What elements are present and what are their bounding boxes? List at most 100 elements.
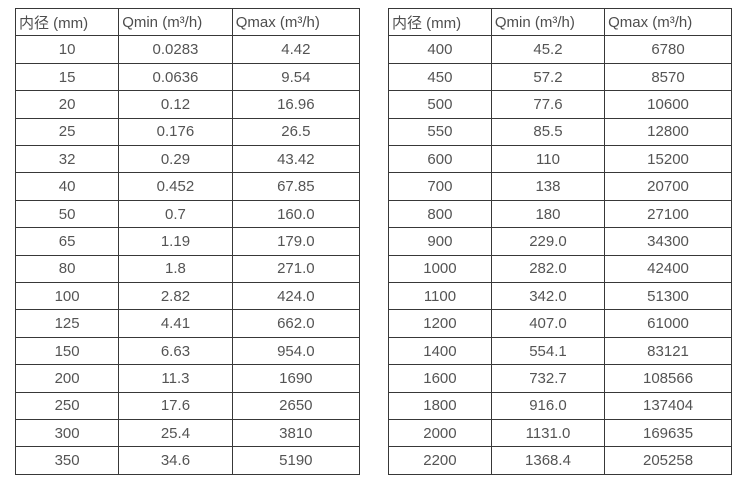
header-cell: Qmin (m³/h) <box>118 7 233 37</box>
table-row: 1100 342.0 51300 <box>388 282 732 311</box>
table-cell: 8570 <box>604 62 732 92</box>
table-cell: 32 <box>14 145 120 174</box>
table-cell: 40 <box>14 172 120 201</box>
table-cell: 77.6 <box>490 90 606 119</box>
table-row: 700 138 20700 <box>388 172 732 201</box>
table-cell: 500 <box>388 90 492 119</box>
table-header: 内径 (mm) Qmin (m³/h) Qmax (m³/h) <box>388 7 732 37</box>
table-cell: 0.7 <box>118 199 233 229</box>
header-cell: 内径 (mm) <box>388 7 492 37</box>
table-body: 400 45.2 6780 450 57.2 8570 500 77.6 10600 550 85.… <box>388 35 732 475</box>
table-row: 350 34.6 5190 <box>14 446 361 475</box>
table-cell: 42400 <box>604 254 732 284</box>
table-cell: 10 <box>14 35 120 64</box>
table-cell: 200 <box>14 364 120 393</box>
table-cell: 20 <box>14 90 120 119</box>
table-cell: 1690 <box>231 364 361 393</box>
table-cell: 51300 <box>604 282 732 311</box>
table-cell: 1400 <box>388 336 492 366</box>
table-row: 450 57.2 8570 <box>388 62 732 92</box>
table-cell: 67.85 <box>231 172 361 201</box>
table-cell: 4.42 <box>231 35 361 64</box>
large-diameter-flow-table: 内径 (mm) Qmin (m³/h) Qmax (m³/h) 400 45.2 6780… <box>388 7 732 475</box>
table-cell: 424.0 <box>231 282 361 311</box>
table-row: 1800 916.0 137404 <box>388 391 732 421</box>
table-cell: 1000 <box>388 254 492 284</box>
table-cell: 5190 <box>231 446 361 475</box>
table-cell: 550 <box>388 117 492 147</box>
table-cell: 2650 <box>231 391 361 421</box>
table-cell: 0.12 <box>118 90 233 119</box>
table-cell: 450 <box>388 62 492 92</box>
table-cell: 179.0 <box>231 227 361 256</box>
table-cell: 17.6 <box>118 391 233 421</box>
table-row: 80 1.8 271.0 <box>14 254 361 284</box>
table-cell: 2200 <box>388 446 492 475</box>
table-cell: 6780 <box>604 35 732 64</box>
table-cell: 61000 <box>604 309 732 338</box>
table-row: 2000 1131.0 169635 <box>388 419 732 448</box>
table-cell: 10600 <box>604 90 732 119</box>
table-cell: 282.0 <box>490 254 606 284</box>
table-cell: 916.0 <box>490 391 606 421</box>
table-cell: 1.19 <box>118 227 233 256</box>
table-cell: 205258 <box>604 446 732 475</box>
table-body: 10 0.0283 4.42 15 0.0636 9.54 20 0.12 16.96 25 0.1… <box>14 35 361 475</box>
table-row: 2200 1368.4 205258 <box>388 446 732 475</box>
table-cell: 1200 <box>388 309 492 338</box>
table-row: 20 0.12 16.96 <box>14 90 361 119</box>
table-row: 40 0.452 67.85 <box>14 172 361 201</box>
table-cell: 271.0 <box>231 254 361 284</box>
table-row: 300 25.4 3810 <box>14 419 361 448</box>
table-cell: 25.4 <box>118 419 233 448</box>
table-cell: 45.2 <box>490 35 606 64</box>
table-cell: 138 <box>490 172 606 201</box>
table-cell: 16.96 <box>231 90 361 119</box>
table-cell: 2.82 <box>118 282 233 311</box>
table-row: 900 229.0 34300 <box>388 227 732 256</box>
table-cell: 100 <box>14 282 120 311</box>
table-cell: 662.0 <box>231 309 361 338</box>
table-cell: 1368.4 <box>490 446 606 475</box>
table-row: 150 6.63 954.0 <box>14 336 361 366</box>
table-cell: 229.0 <box>490 227 606 256</box>
table-cell: 250 <box>14 391 120 421</box>
table-cell: 15 <box>14 62 120 92</box>
table-cell: 85.5 <box>490 117 606 147</box>
table-row: 550 85.5 12800 <box>388 117 732 147</box>
table-cell: 150 <box>14 336 120 366</box>
table-cell: 3810 <box>231 419 361 448</box>
table-cell: 342.0 <box>490 282 606 311</box>
table-cell: 43.42 <box>231 145 361 174</box>
table-cell: 80 <box>14 254 120 284</box>
table-row: 600 110 15200 <box>388 145 732 174</box>
table-cell: 2000 <box>388 419 492 448</box>
table-cell: 20700 <box>604 172 732 201</box>
table-cell: 407.0 <box>490 309 606 338</box>
table-cell: 110 <box>490 145 606 174</box>
table-cell: 350 <box>14 446 120 475</box>
header-row: 内径 (mm) Qmin (m³/h) Qmax (m³/h) <box>14 7 361 37</box>
table-cell: 26.5 <box>231 117 361 147</box>
table-row: 1600 732.7 108566 <box>388 364 732 393</box>
table-row: 100 2.82 424.0 <box>14 282 361 311</box>
table-cell: 27100 <box>604 199 732 229</box>
table-cell: 1100 <box>388 282 492 311</box>
table-row: 10 0.0283 4.42 <box>14 35 361 64</box>
table-header: 内径 (mm) Qmin (m³/h) Qmax (m³/h) <box>14 7 361 37</box>
table-cell: 9.54 <box>231 62 361 92</box>
table-cell: 34.6 <box>118 446 233 475</box>
table-cell: 1800 <box>388 391 492 421</box>
table-cell: 57.2 <box>490 62 606 92</box>
table-cell: 180 <box>490 199 606 229</box>
table-cell: 400 <box>388 35 492 64</box>
table-cell: 125 <box>14 309 120 338</box>
table-cell: 0.0283 <box>118 35 233 64</box>
table-cell: 137404 <box>604 391 732 421</box>
table-row: 1200 407.0 61000 <box>388 309 732 338</box>
table-cell: 554.1 <box>490 336 606 366</box>
header-row: 内径 (mm) Qmin (m³/h) Qmax (m³/h) <box>388 7 732 37</box>
table-row: 65 1.19 179.0 <box>14 227 361 256</box>
table-cell: 6.63 <box>118 336 233 366</box>
table-cell: 83121 <box>604 336 732 366</box>
